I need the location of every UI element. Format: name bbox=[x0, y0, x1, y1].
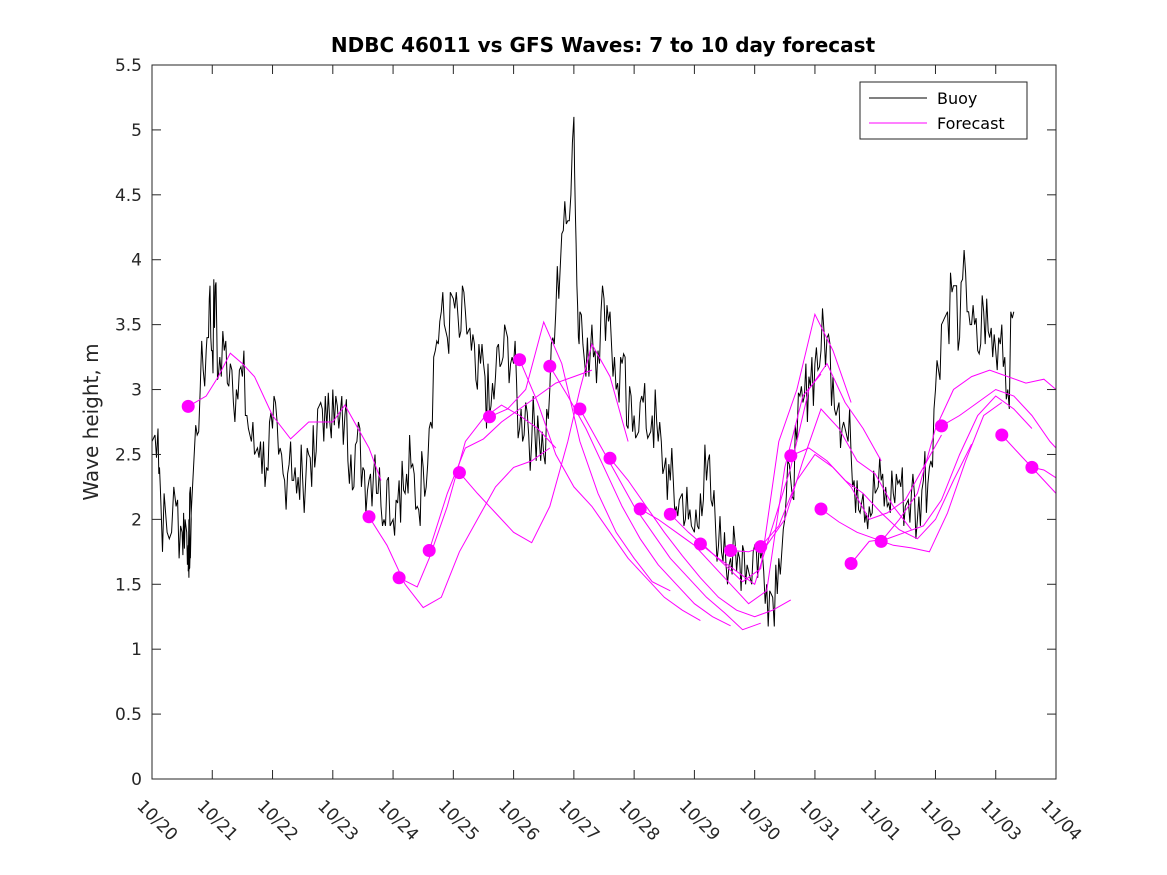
forecast-marker bbox=[844, 557, 858, 570]
legend-box bbox=[859, 81, 1028, 140]
y-tick-label: 5.5 bbox=[115, 56, 142, 76]
forecast-marker bbox=[663, 507, 677, 521]
axes-background bbox=[152, 65, 1056, 779]
y-tick-label: 2.5 bbox=[115, 445, 142, 465]
forecast-run-line bbox=[760, 434, 942, 547]
y-tick-label: 5 bbox=[131, 121, 142, 141]
y-tick-label: 1 bbox=[131, 640, 142, 660]
forecast-marker bbox=[1025, 460, 1039, 474]
forecast-run-line bbox=[549, 365, 731, 627]
forecast-run-line bbox=[459, 342, 629, 544]
series-layer bbox=[151, 116, 1057, 631]
forecast-run-line bbox=[820, 402, 1003, 553]
forecast-marker bbox=[814, 502, 828, 516]
forecast-marker bbox=[633, 502, 647, 516]
forecast-run-line bbox=[187, 352, 382, 481]
forecast-marker bbox=[543, 359, 557, 373]
forecast-run-line bbox=[398, 404, 557, 588]
forecast-marker bbox=[935, 419, 948, 433]
forecast-run-line bbox=[519, 359, 701, 622]
y-tick-label: 0.5 bbox=[115, 705, 142, 725]
y-tick-label: 3 bbox=[131, 381, 142, 401]
forecast-marker bbox=[784, 449, 798, 463]
forecast-run-line bbox=[700, 362, 882, 586]
forecast-marker bbox=[452, 466, 466, 480]
y-axis-label: Wave height, m bbox=[79, 343, 103, 500]
forecast-marker bbox=[573, 402, 587, 416]
legend: Buoy Forecast bbox=[859, 81, 1028, 140]
forecast-run-line bbox=[489, 320, 671, 592]
forecast-marker bbox=[724, 544, 738, 557]
y-tick-label: 0 bbox=[131, 770, 142, 790]
forecast-run-line bbox=[639, 373, 822, 605]
buoy-series-line bbox=[151, 116, 1015, 627]
chart-title: NDBC 46011 vs GFS Waves: 7 to 10 day for… bbox=[331, 33, 876, 57]
forecast-run-line bbox=[790, 443, 973, 540]
forecast-run-line bbox=[368, 447, 551, 609]
forecast-marker bbox=[995, 428, 1009, 442]
forecast-run-line bbox=[941, 388, 1057, 449]
forecast-marker bbox=[392, 571, 406, 585]
forecast-run-line bbox=[880, 369, 1057, 542]
y-tick-label: 4 bbox=[131, 251, 142, 271]
legend-buoy-label: Buoy bbox=[937, 89, 977, 108]
forecast-marker bbox=[422, 544, 436, 557]
plot-area bbox=[152, 65, 1056, 779]
forecast-run-line bbox=[609, 457, 792, 618]
forecast-marker bbox=[513, 353, 527, 367]
y-tick-label: 2 bbox=[131, 510, 142, 530]
forecast-marker bbox=[181, 399, 195, 413]
y-tick-label: 3.5 bbox=[115, 316, 142, 336]
axes-box bbox=[151, 64, 1057, 780]
forecast-marker bbox=[754, 540, 768, 554]
forecast-marker bbox=[483, 410, 496, 424]
legend-forecast-label: Forecast bbox=[937, 114, 1005, 133]
forecast-marker bbox=[874, 534, 888, 548]
y-tick-label: 1.5 bbox=[115, 575, 142, 595]
forecast-marker bbox=[603, 451, 617, 465]
forecast-marker bbox=[693, 537, 707, 551]
forecast-marker bbox=[362, 510, 376, 524]
y-tick-label: 4.5 bbox=[115, 186, 142, 206]
